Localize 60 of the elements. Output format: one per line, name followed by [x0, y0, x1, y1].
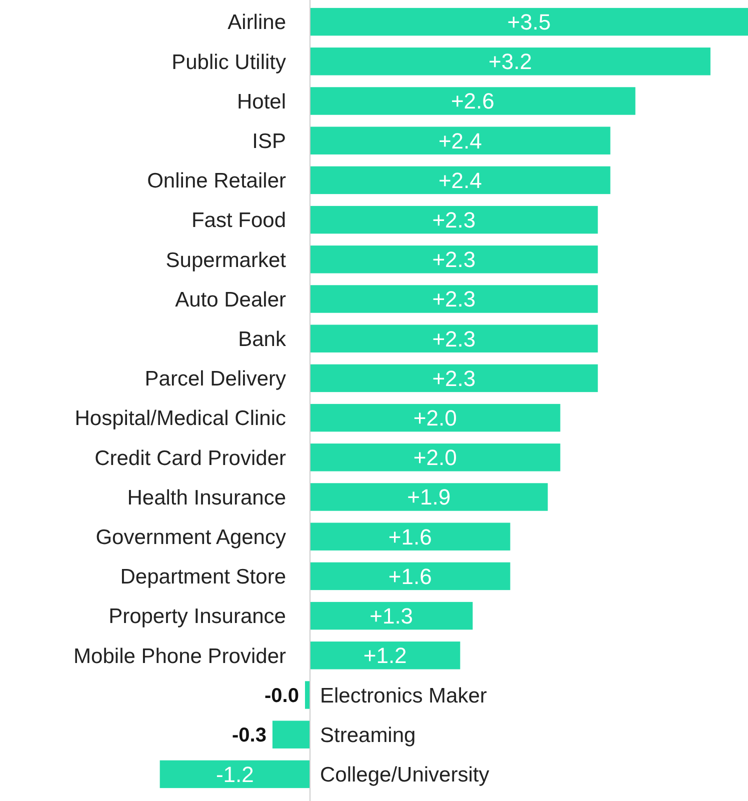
y-tick-label: Hotel [236, 90, 286, 114]
data-label: +2.0 [413, 406, 457, 430]
data-label: -0.3 [232, 724, 266, 747]
bar [310, 602, 473, 630]
bar [310, 126, 610, 154]
bar [272, 720, 310, 748]
y-tick-label: Department Store [120, 566, 286, 589]
bar [310, 206, 598, 234]
data-label: +1.3 [370, 604, 414, 628]
y-tick-label: Property Insurance [108, 605, 286, 628]
bar [310, 483, 548, 511]
y-tick-label: Airline [228, 11, 286, 34]
y-tick-label: Fast Food [191, 209, 286, 232]
bar [310, 364, 598, 392]
bar [310, 324, 598, 352]
bar [310, 166, 610, 194]
data-label: -1.2 [216, 762, 254, 787]
bar [160, 760, 310, 788]
data-label: +2.3 [432, 247, 476, 272]
bar [310, 246, 598, 274]
bar [310, 404, 560, 432]
y-tick-label: Bank [238, 328, 286, 351]
bar [310, 642, 460, 670]
y-tick-label: Government Agency [96, 526, 286, 549]
y-tick-label: Online Retailer [147, 170, 286, 193]
y-tick-label: ISP [252, 130, 286, 153]
data-label: +2.4 [438, 168, 482, 193]
data-label: +1.6 [388, 564, 432, 589]
data-label: +1.2 [363, 643, 407, 668]
bar [310, 562, 510, 590]
data-label: -0.0 [264, 685, 299, 707]
bar [310, 8, 748, 36]
bar [310, 444, 560, 472]
data-label: +1.9 [407, 484, 451, 510]
data-label: +2.6 [450, 88, 494, 114]
data-label: +3.5 [507, 10, 551, 34]
y-tick-label: College/University [320, 764, 490, 787]
y-tick-label: Hospital/Medical Clinic [74, 407, 286, 430]
bar [310, 48, 710, 76]
data-label: +2.0 [413, 445, 457, 470]
data-label: +2.4 [438, 128, 482, 154]
data-label: +2.3 [432, 366, 476, 391]
bar [304, 681, 310, 709]
y-tick-label: Supermarket [166, 248, 286, 272]
y-tick-label: Credit Card Provider [94, 446, 286, 470]
y-tick-label: Electronics Maker [320, 684, 487, 708]
bar [310, 522, 510, 550]
data-label: +2.3 [432, 326, 476, 352]
data-label: +2.3 [432, 208, 476, 232]
y-tick-label: Public Utility [172, 50, 286, 74]
bar [310, 87, 636, 115]
y-tick-label: Mobile Phone Provider [74, 644, 286, 668]
data-label: +3.2 [488, 49, 532, 74]
y-tick-label: Health Insurance [127, 486, 286, 510]
bar [310, 285, 598, 313]
y-tick-label: Streaming [320, 724, 416, 747]
y-tick-label: Auto Dealer [175, 288, 286, 312]
data-label: +1.6 [388, 524, 432, 550]
y-tick-label: Parcel Delivery [144, 368, 286, 391]
data-label: +2.3 [432, 286, 476, 312]
